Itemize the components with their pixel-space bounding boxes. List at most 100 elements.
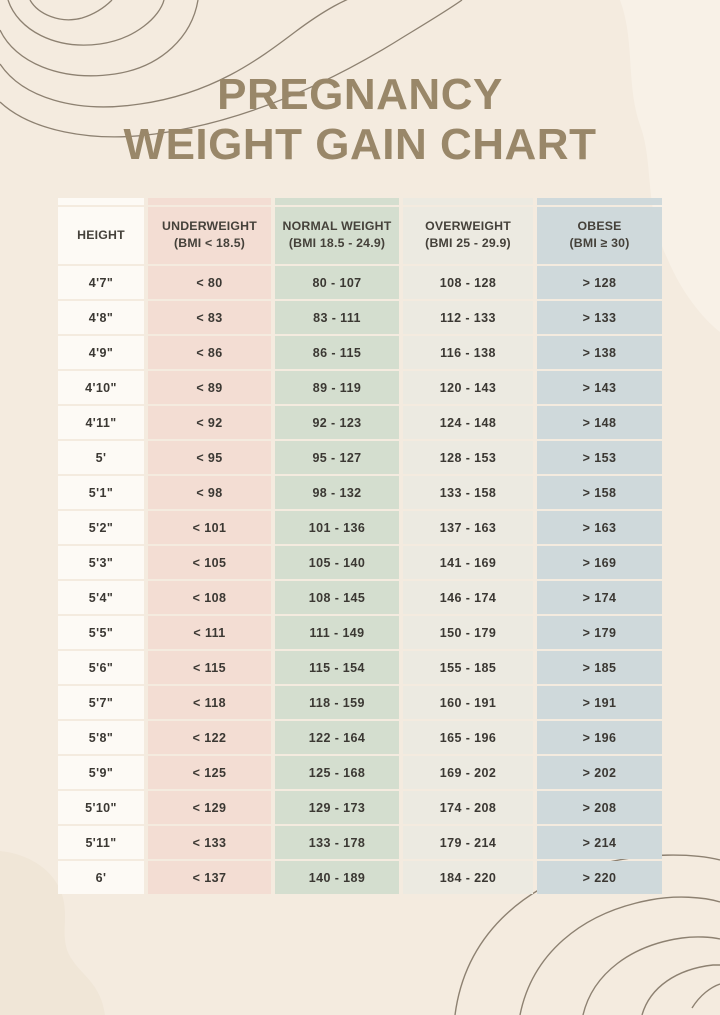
underweight-cell: < 122 — [148, 721, 271, 754]
overweight-cell: 150 - 179 — [403, 616, 533, 649]
table-row: 5'9" < 125 125 - 168 169 - 202 > 202 — [58, 756, 662, 789]
column-header-bmi-range: (BMI ≥ 30) — [569, 236, 630, 250]
normal-weight-cell: 111 - 149 — [275, 616, 399, 649]
underweight-cell: < 129 — [148, 791, 271, 824]
underweight-cell: < 108 — [148, 581, 271, 614]
height-cell: 5'5" — [58, 616, 144, 649]
underweight-column-header: UNDERWEIGHT (BMI < 18.5) — [148, 207, 271, 264]
height-cell: 4'11" — [58, 406, 144, 439]
page-title-line-2: WEIGHT GAIN CHART — [123, 120, 597, 169]
normal-weight-cell: 86 - 115 — [275, 336, 399, 369]
column-header-bmi-range: (BMI 25 - 29.9) — [425, 236, 511, 250]
height-cell: 5' — [58, 441, 144, 474]
table-row: 4'7" < 80 80 - 107 108 - 128 > 128 — [58, 266, 662, 299]
normal-weight-cell: 125 - 168 — [275, 756, 399, 789]
underweight-cell: < 137 — [148, 861, 271, 894]
height-cell: 4'8" — [58, 301, 144, 334]
underweight-cell: < 86 — [148, 336, 271, 369]
obese-cell: > 143 — [537, 371, 662, 404]
overweight-cell: 174 - 208 — [403, 791, 533, 824]
normal-weight-cell: 108 - 145 — [275, 581, 399, 614]
normal-weight-cell: 105 - 140 — [275, 546, 399, 579]
normal-weight-cell: 129 - 173 — [275, 791, 399, 824]
overweight-cell: 124 - 148 — [403, 406, 533, 439]
height-cell: 5'4" — [58, 581, 144, 614]
table-row: 4'8" < 83 83 - 111 112 - 133 > 133 — [58, 301, 662, 334]
height-cell: 4'7" — [58, 266, 144, 299]
underweight-cell: < 118 — [148, 686, 271, 719]
overweight-cell: 141 - 169 — [403, 546, 533, 579]
obese-cell: > 148 — [537, 406, 662, 439]
obese-column-cap — [537, 198, 662, 205]
underweight-cell: < 105 — [148, 546, 271, 579]
overweight-cell: 120 - 143 — [403, 371, 533, 404]
underweight-cell: < 83 — [148, 301, 271, 334]
underweight-cell: < 80 — [148, 266, 271, 299]
column-cap-row — [58, 198, 662, 205]
underweight-cell: < 95 — [148, 441, 271, 474]
height-cell: 5'9" — [58, 756, 144, 789]
height-cell: 5'10" — [58, 791, 144, 824]
underweight-cell: < 101 — [148, 511, 271, 544]
column-header-label: NORMAL WEIGHT — [282, 219, 392, 234]
table-row: 5'10" < 129 129 - 173 174 - 208 > 208 — [58, 791, 662, 824]
height-cell: 5'1" — [58, 476, 144, 509]
overweight-cell: 108 - 128 — [403, 266, 533, 299]
table-row: 5'11" < 133 133 - 178 179 - 214 > 214 — [58, 826, 662, 859]
normal-weight-cell: 89 - 119 — [275, 371, 399, 404]
normal-weight-cell: 92 - 123 — [275, 406, 399, 439]
obese-column-header: OBESE (BMI ≥ 30) — [537, 207, 662, 264]
height-cell: 5'3" — [58, 546, 144, 579]
obese-cell: > 196 — [537, 721, 662, 754]
normal-weight-cell: 118 - 159 — [275, 686, 399, 719]
height-column-header: HEIGHT — [58, 207, 144, 264]
obese-cell: > 174 — [537, 581, 662, 614]
overweight-column-header: OVERWEIGHT (BMI 25 - 29.9) — [403, 207, 533, 264]
height-cell: 5'2" — [58, 511, 144, 544]
obese-cell: > 153 — [537, 441, 662, 474]
overweight-cell: 133 - 158 — [403, 476, 533, 509]
underweight-cell: < 133 — [148, 826, 271, 859]
overweight-cell: 116 - 138 — [403, 336, 533, 369]
underweight-cell: < 92 — [148, 406, 271, 439]
table-row: 5'5" < 111 111 - 149 150 - 179 > 179 — [58, 616, 662, 649]
height-cell: 4'9" — [58, 336, 144, 369]
normal-weight-cell: 133 - 178 — [275, 826, 399, 859]
overweight-cell: 155 - 185 — [403, 651, 533, 684]
normal-weight-cell: 140 - 189 — [275, 861, 399, 894]
normal-weight-column-cap — [275, 198, 399, 205]
normal-weight-cell: 101 - 136 — [275, 511, 399, 544]
weight-gain-table: HEIGHT UNDERWEIGHT (BMI < 18.5) NORMAL WEIG… — [54, 196, 666, 896]
table-row: 5'7" < 118 118 - 159 160 - 191 > 191 — [58, 686, 662, 719]
overweight-cell: 184 - 220 — [403, 861, 533, 894]
obese-cell: > 133 — [537, 301, 662, 334]
table-row: 4'11" < 92 92 - 123 124 - 148 > 148 — [58, 406, 662, 439]
table-row: 5'6" < 115 115 - 154 155 - 185 > 185 — [58, 651, 662, 684]
overweight-column-cap — [403, 198, 533, 205]
height-cell: 6' — [58, 861, 144, 894]
overweight-cell: 165 - 196 — [403, 721, 533, 754]
obese-cell: > 191 — [537, 686, 662, 719]
table-row: 4'10" < 89 89 - 119 120 - 143 > 143 — [58, 371, 662, 404]
obese-cell: > 179 — [537, 616, 662, 649]
obese-cell: > 163 — [537, 511, 662, 544]
table-row: 6' < 137 140 - 189 184 - 220 > 220 — [58, 861, 662, 894]
normal-weight-cell: 95 - 127 — [275, 441, 399, 474]
table-row: 5'3" < 105 105 - 140 141 - 169 > 169 — [58, 546, 662, 579]
normal-weight-column-header: NORMAL WEIGHT (BMI 18.5 - 24.9) — [275, 207, 399, 264]
column-header-label: OBESE — [577, 219, 622, 234]
height-cell: 5'6" — [58, 651, 144, 684]
height-cell: 4'10" — [58, 371, 144, 404]
normal-weight-cell: 98 - 132 — [275, 476, 399, 509]
overweight-cell: 112 - 133 — [403, 301, 533, 334]
underweight-cell: < 111 — [148, 616, 271, 649]
column-header-label: HEIGHT — [77, 227, 125, 242]
obese-cell: > 185 — [537, 651, 662, 684]
normal-weight-cell: 122 - 164 — [275, 721, 399, 754]
column-header-label: UNDERWEIGHT — [162, 219, 257, 234]
column-header-label: OVERWEIGHT — [425, 219, 511, 234]
table-row: 4'9" < 86 86 - 115 116 - 138 > 138 — [58, 336, 662, 369]
page-title: PREGNANCY WEIGHT GAIN CHART — [0, 0, 720, 170]
overweight-cell: 160 - 191 — [403, 686, 533, 719]
